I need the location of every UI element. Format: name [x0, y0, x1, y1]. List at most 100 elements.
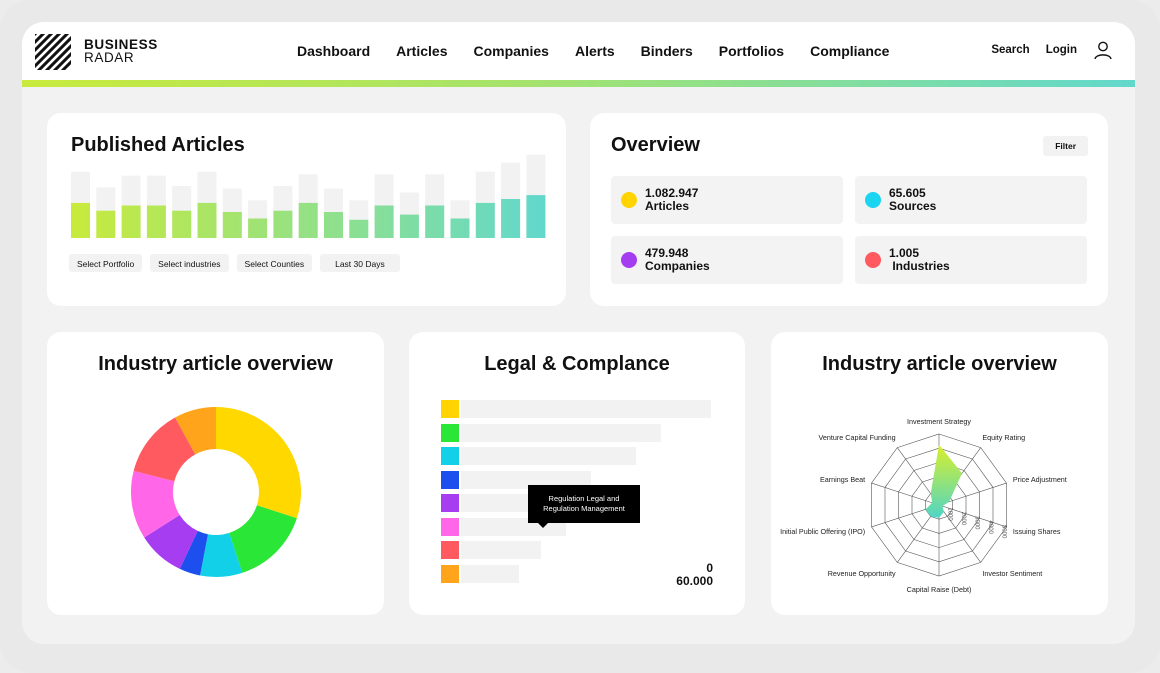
- stat-industries[interactable]: 1.005 Industries: [855, 236, 1087, 284]
- main-nav: Dashboard Articles Companies Alerts Bind…: [297, 43, 915, 59]
- legal-bar[interactable]: [461, 470, 591, 489]
- stat-companies[interactable]: 479.948 Companies: [611, 236, 843, 284]
- published-bar-value[interactable]: [425, 205, 445, 239]
- donut-slice[interactable]: [131, 470, 180, 538]
- stat-label: Articles: [645, 199, 690, 213]
- published-bar-value[interactable]: [121, 205, 141, 239]
- industry-radar-chart: Investment Strategy Equity Rating Price Ad…: [780, 417, 1067, 594]
- industry-donut-chart: [131, 407, 301, 577]
- radar-series-area[interactable]: [925, 444, 963, 518]
- nav-dashboard[interactable]: Dashboard: [297, 43, 371, 59]
- login-link[interactable]: Login: [1045, 44, 1077, 56]
- stat-sources[interactable]: 65.605 Sources: [855, 176, 1087, 224]
- stat-value: 65.605: [889, 186, 926, 200]
- published-filters: Select Portfolio Select industries Selec…: [69, 254, 400, 272]
- nav-binders[interactable]: Binders: [640, 43, 693, 59]
- radar-axis-label: Capital Raise (Debt): [907, 585, 972, 594]
- radar-axis-label: Investment Strategy: [907, 417, 971, 426]
- axis-min: 0: [706, 561, 713, 575]
- nav-companies[interactable]: Companies: [473, 43, 549, 59]
- stat-value: 479.948: [645, 246, 689, 260]
- brand-line2: RADAR: [84, 50, 135, 65]
- published-bar-value[interactable]: [501, 199, 521, 238]
- tooltip-line2: Regulation Management: [543, 504, 625, 513]
- top-header: BUSINESS RADAR Dashboard Articles Compan…: [22, 22, 1135, 82]
- published-bar-value[interactable]: [450, 218, 470, 239]
- radar-spoke: [938, 504, 981, 563]
- radar-spoke: [938, 504, 1007, 528]
- published-bar-value[interactable]: [298, 202, 318, 238]
- published-bar-value[interactable]: [71, 202, 90, 238]
- last-30-days-button[interactable]: Last 30 Days: [320, 254, 400, 272]
- radar-axis-label: Venture Capital Funding: [819, 433, 896, 442]
- radar-axis-label: Initial Public Offering (IPO): [780, 527, 865, 536]
- legal-tooltip: Regulation Legal and Regulation Manageme…: [528, 485, 640, 528]
- donut-slice[interactable]: [200, 532, 243, 577]
- nav-alerts[interactable]: Alerts: [574, 43, 615, 59]
- user-icon[interactable]: [1093, 40, 1113, 60]
- stat-value: 1.082.947: [645, 186, 699, 200]
- legal-bar[interactable]: [461, 564, 519, 583]
- donut-slice[interactable]: [216, 407, 301, 519]
- published-bar-value[interactable]: [96, 210, 116, 238]
- published-bar-value[interactable]: [324, 212, 343, 238]
- published-bar-value[interactable]: [475, 202, 495, 238]
- donut-slice[interactable]: [229, 505, 297, 573]
- donut-slice[interactable]: [133, 417, 196, 482]
- stat-value: 1.005: [889, 246, 920, 260]
- radar-axis-label: Price Adjustment: [1013, 475, 1067, 484]
- select-portfolio-button[interactable]: Select Portfolio: [69, 254, 143, 272]
- published-bar-value[interactable]: [197, 202, 217, 238]
- published-bar-value[interactable]: [172, 210, 192, 238]
- brand-name: BUSINESS RADAR: [84, 38, 158, 65]
- legal-bar[interactable]: [461, 423, 661, 442]
- radar-axis-label: Investor Sentiment: [982, 569, 1042, 578]
- legal-color-swatch: [441, 517, 459, 536]
- radar-spoke: [871, 482, 940, 506]
- radar-axis-label: Revenue Opportunity: [828, 569, 896, 578]
- overview-title: Overview: [611, 134, 700, 156]
- published-bar-value[interactable]: [222, 212, 242, 238]
- radar-tick-label: 4000: [987, 521, 993, 535]
- published-bar-value[interactable]: [273, 210, 293, 238]
- select-counties-button[interactable]: Select Counties: [236, 254, 313, 272]
- published-bar-value[interactable]: [248, 218, 268, 239]
- stat-dot: [621, 192, 637, 208]
- search-link[interactable]: Search: [991, 44, 1030, 56]
- radar-tick-label: 1000: [947, 507, 953, 521]
- stat-label: Sources: [889, 199, 937, 213]
- legal-bar[interactable]: [461, 541, 541, 559]
- header-actions: Search Login: [975, 40, 1113, 60]
- legal-bar[interactable]: [461, 447, 636, 465]
- stat-dot: [865, 192, 881, 208]
- stat-articles[interactable]: 1.082.947 Articles: [611, 176, 843, 224]
- legal-color-swatch: [441, 470, 459, 489]
- radar-axis-label: Equity Rating: [982, 433, 1025, 442]
- published-bar-value[interactable]: [146, 205, 166, 239]
- legal-bar[interactable]: [461, 400, 711, 418]
- radar-spoke: [938, 482, 1007, 506]
- published-bar-value[interactable]: [349, 219, 369, 238]
- published-bar-value[interactable]: [374, 205, 394, 239]
- business-radar-logo-icon[interactable]: [35, 34, 71, 70]
- published-bar-value[interactable]: [526, 195, 546, 238]
- published-bar-value[interactable]: [399, 214, 419, 238]
- nav-portfolios[interactable]: Portfolios: [718, 43, 785, 59]
- overview-filter-button[interactable]: Filter: [1043, 136, 1088, 156]
- nav-compliance[interactable]: Compliance: [810, 43, 890, 59]
- industry-radar-card: Industry article overview Investment Str…: [771, 332, 1108, 615]
- tooltip-line1: Regulation Legal and: [548, 494, 620, 503]
- donut-slice[interactable]: [179, 530, 208, 576]
- nav-articles[interactable]: Articles: [396, 43, 448, 59]
- stat-dot: [621, 252, 637, 268]
- published-articles-card: Published Articles Select Portfolio Sele…: [47, 113, 566, 306]
- donut-slice[interactable]: [175, 407, 216, 455]
- stat-label: Companies: [645, 259, 710, 273]
- donut-slice[interactable]: [144, 515, 198, 569]
- legal-color-swatch: [441, 447, 459, 465]
- radar-tick-label: 2000: [960, 512, 966, 526]
- legal-color-swatch: [441, 541, 459, 559]
- header-gradient-bar: [22, 80, 1135, 87]
- select-industries-button[interactable]: Select industries: [150, 254, 229, 272]
- legal-color-swatch: [441, 423, 459, 442]
